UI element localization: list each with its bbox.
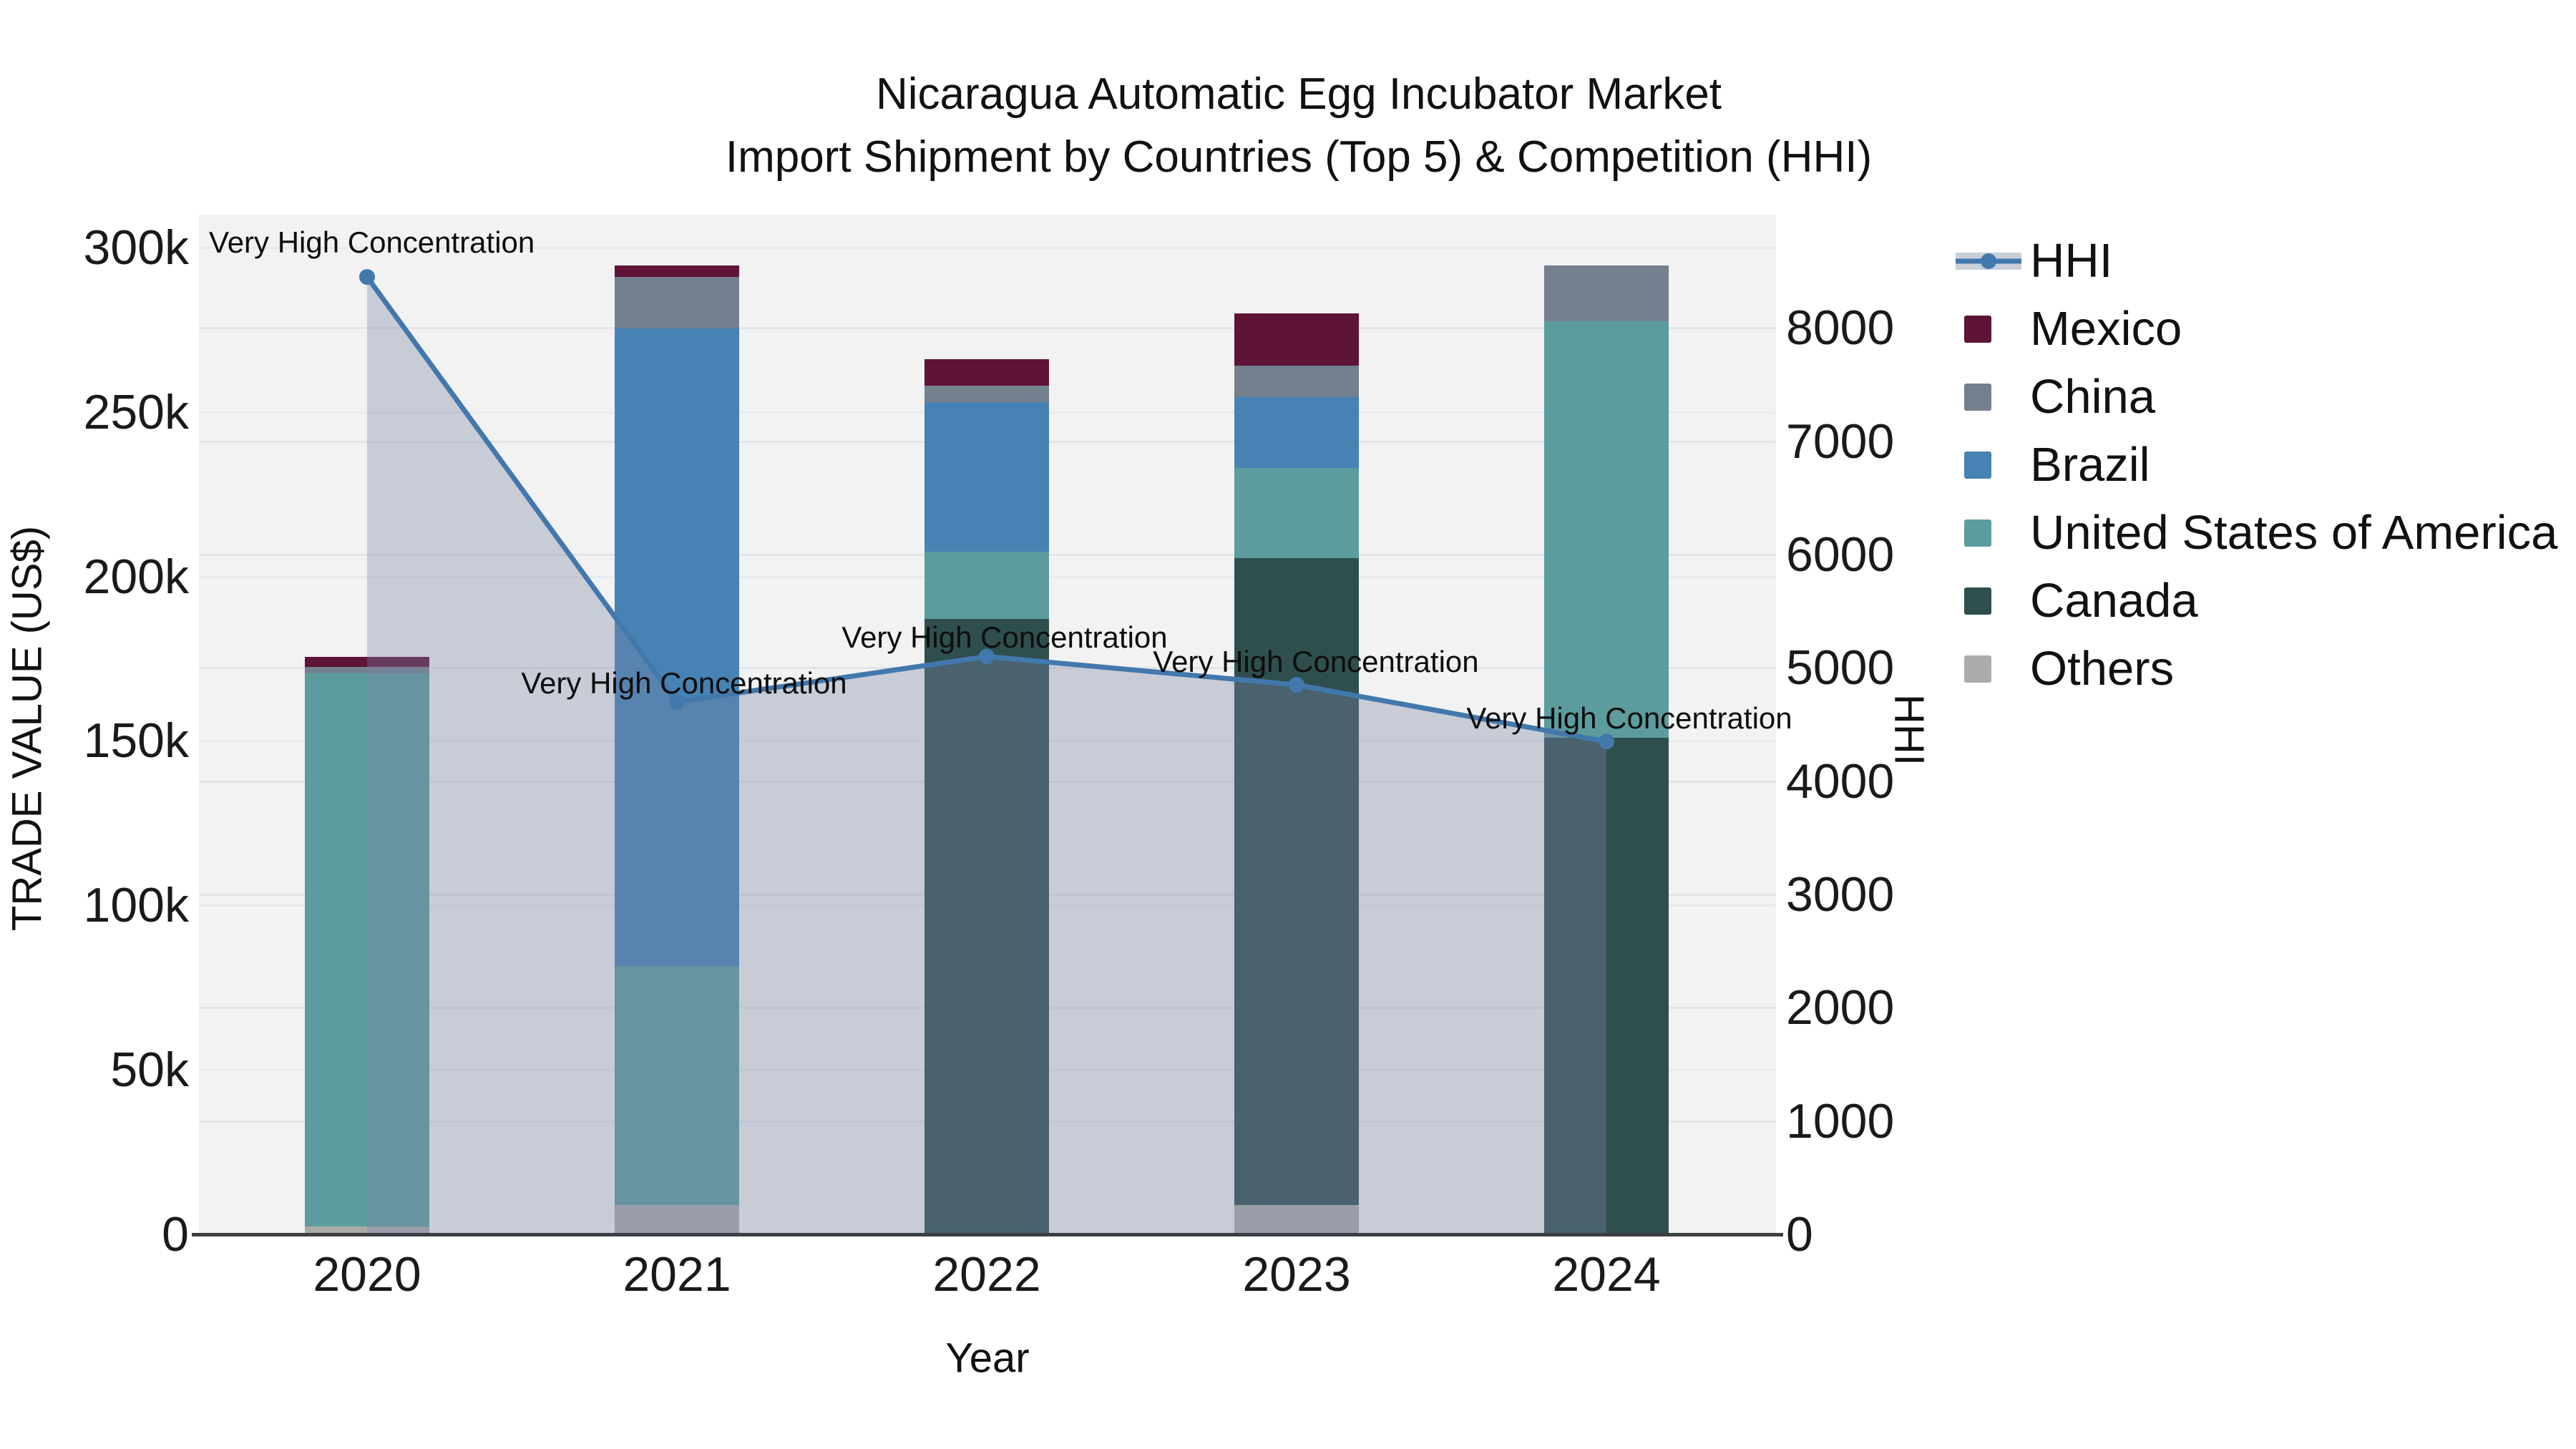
y-left-tick-150k: 150k <box>83 713 189 769</box>
bar-segment-china-2022[interactable] <box>924 386 1049 403</box>
y-right-tick-4000: 4000 <box>1786 753 1895 809</box>
hhi-marker-2021[interactable] <box>669 693 685 710</box>
x-tick-2020: 2020 <box>313 1247 421 1302</box>
bar-segment-united-states-of-america-2021[interactable] <box>615 966 739 1205</box>
chart-title-line2: Import Shipment by Countries (Top 5) & C… <box>725 132 1873 182</box>
y-right-tick-5000: 5000 <box>1786 640 1895 696</box>
y-right-tick-7000: 7000 <box>1786 414 1895 469</box>
color-swatch-united-states-of-america <box>1964 519 1991 547</box>
plot-area: Very High Concentration Very High Concent… <box>199 215 1792 1234</box>
color-swatch-brazil <box>1964 451 1991 479</box>
bar-segment-brazil-2023[interactable] <box>1234 397 1359 468</box>
bar-segment-mexico-2020[interactable] <box>305 657 429 668</box>
y-right-tick-8000: 8000 <box>1786 301 1895 356</box>
legend-item-hhi[interactable]: HHI <box>1956 227 2557 295</box>
hhi-marker-2023[interactable] <box>1289 677 1304 693</box>
color-swatch-icon <box>1956 431 2023 499</box>
y-left-tick-0: 0 <box>162 1207 189 1262</box>
bar-segment-others-2020[interactable] <box>305 1226 429 1234</box>
x-tick-2022: 2022 <box>932 1247 1041 1302</box>
y-left-tick-50k: 50k <box>110 1043 189 1098</box>
x-tick-2023: 2023 <box>1242 1247 1351 1302</box>
legend-label: United States of America <box>2030 506 2558 560</box>
legend-item-brazil[interactable]: Brazil <box>1956 431 2557 499</box>
legend-label: Brazil <box>2030 438 2150 492</box>
hhi-marker-swatch <box>1981 253 1996 269</box>
legend-item-others[interactable]: Others <box>1956 635 2557 703</box>
bar-segment-china-2024[interactable] <box>1544 265 1669 322</box>
color-swatch-icon <box>1956 635 2023 703</box>
legend: HHI Mexico China Brazil United States of Ame… <box>1956 227 2557 703</box>
annotation-hhi-2020: Very High Concentration <box>209 225 535 260</box>
x-axis-title: Year <box>945 1335 1030 1382</box>
bar-segment-united-states-of-america-2023[interactable] <box>1234 467 1359 559</box>
color-swatch-china <box>1964 383 1991 411</box>
color-swatch-mexico <box>1964 315 1991 343</box>
hhi-marker-2022[interactable] <box>979 648 995 665</box>
bar-segment-china-2023[interactable] <box>1234 366 1359 398</box>
y-right-tick-6000: 6000 <box>1786 527 1895 582</box>
y-right-tick-1000: 1000 <box>1786 1093 1895 1148</box>
y-axis-right-title: HHI <box>1885 694 1933 766</box>
y-axis-left-title: TRADE VALUE (US$) <box>4 525 51 932</box>
bar-segment-brazil-2022[interactable] <box>924 402 1049 552</box>
color-swatch-icon <box>1956 295 2023 363</box>
legend-label: HHI <box>2030 234 2113 288</box>
legend-label: Others <box>2030 642 2175 696</box>
color-swatch-icon <box>1956 499 2023 567</box>
hhi-marker-2020[interactable] <box>359 269 375 286</box>
gridline-hhi <box>199 327 1776 330</box>
bar-segment-canada-2023[interactable] <box>1234 558 1359 1205</box>
bar-segment-united-states-of-america-2024[interactable] <box>1544 321 1669 738</box>
gridline-trade-value <box>199 246 1776 249</box>
annotation-hhi-2023: Very High Concentration <box>1153 645 1479 679</box>
y-left-tick-100k: 100k <box>83 878 189 933</box>
color-swatch-icon <box>1956 567 2023 635</box>
bar-segment-china-2020[interactable] <box>305 667 429 674</box>
y-right-tick-3000: 3000 <box>1786 867 1895 922</box>
chart-title-line1: Nicaragua Automatic Egg Incubator Market <box>875 69 1722 119</box>
y-right-tick-0: 0 <box>1786 1207 1813 1262</box>
legend-item-mexico[interactable]: Mexico <box>1956 295 2557 363</box>
legend-item-china[interactable]: China <box>1956 363 2557 431</box>
legend-item-canada[interactable]: Canada <box>1956 567 2557 635</box>
bar-segment-others-2023[interactable] <box>1234 1204 1359 1234</box>
bar-segment-mexico-2023[interactable] <box>1234 313 1359 366</box>
color-swatch-canada <box>1964 587 1991 615</box>
hhi-marker-2024[interactable] <box>1599 733 1614 750</box>
bar-segment-china-2021[interactable] <box>615 277 739 328</box>
legend-label: Canada <box>2030 574 2198 628</box>
hhi-line-layer <box>359 269 1614 1234</box>
bar-segment-united-states-of-america-2022[interactable] <box>924 552 1049 620</box>
y-left-tick-300k: 300k <box>83 220 189 275</box>
chart-title: Nicaragua Automatic Egg Incubator Market… <box>11 63 2576 189</box>
legend-item-united-states-of-america[interactable]: United States of America <box>1956 499 2557 567</box>
legend-label: China <box>2030 370 2156 424</box>
hhi-area-fill <box>367 277 1606 1234</box>
y-right-tick-2000: 2000 <box>1786 980 1895 1035</box>
y-left-tick-250k: 250k <box>83 384 189 439</box>
bar-segment-mexico-2021[interactable] <box>615 265 739 278</box>
bar-segment-canada-2022[interactable] <box>924 619 1049 1234</box>
legend-label: Mexico <box>2030 302 2182 356</box>
bar-segment-others-2021[interactable] <box>615 1204 739 1234</box>
color-swatch-icon <box>1956 363 2023 431</box>
y-left-tick-200k: 200k <box>83 549 189 604</box>
annotation-hhi-2022: Very High Concentration <box>841 620 1168 654</box>
x-axis-line <box>192 1233 1783 1236</box>
x-tick-2021: 2021 <box>623 1247 731 1302</box>
bar-segment-canada-2024[interactable] <box>1544 737 1669 1234</box>
x-tick-2024: 2024 <box>1552 1247 1661 1302</box>
annotation-hhi-2021: Very High Concentration <box>521 665 847 700</box>
hhi-line-swatch-icon <box>1956 227 2023 295</box>
bar-segment-mexico-2022[interactable] <box>924 359 1049 386</box>
color-swatch-others <box>1964 655 1991 683</box>
bar-segment-united-states-of-america-2020[interactable] <box>305 673 429 1226</box>
annotation-hhi-2024: Very High Concentration <box>1466 701 1792 736</box>
